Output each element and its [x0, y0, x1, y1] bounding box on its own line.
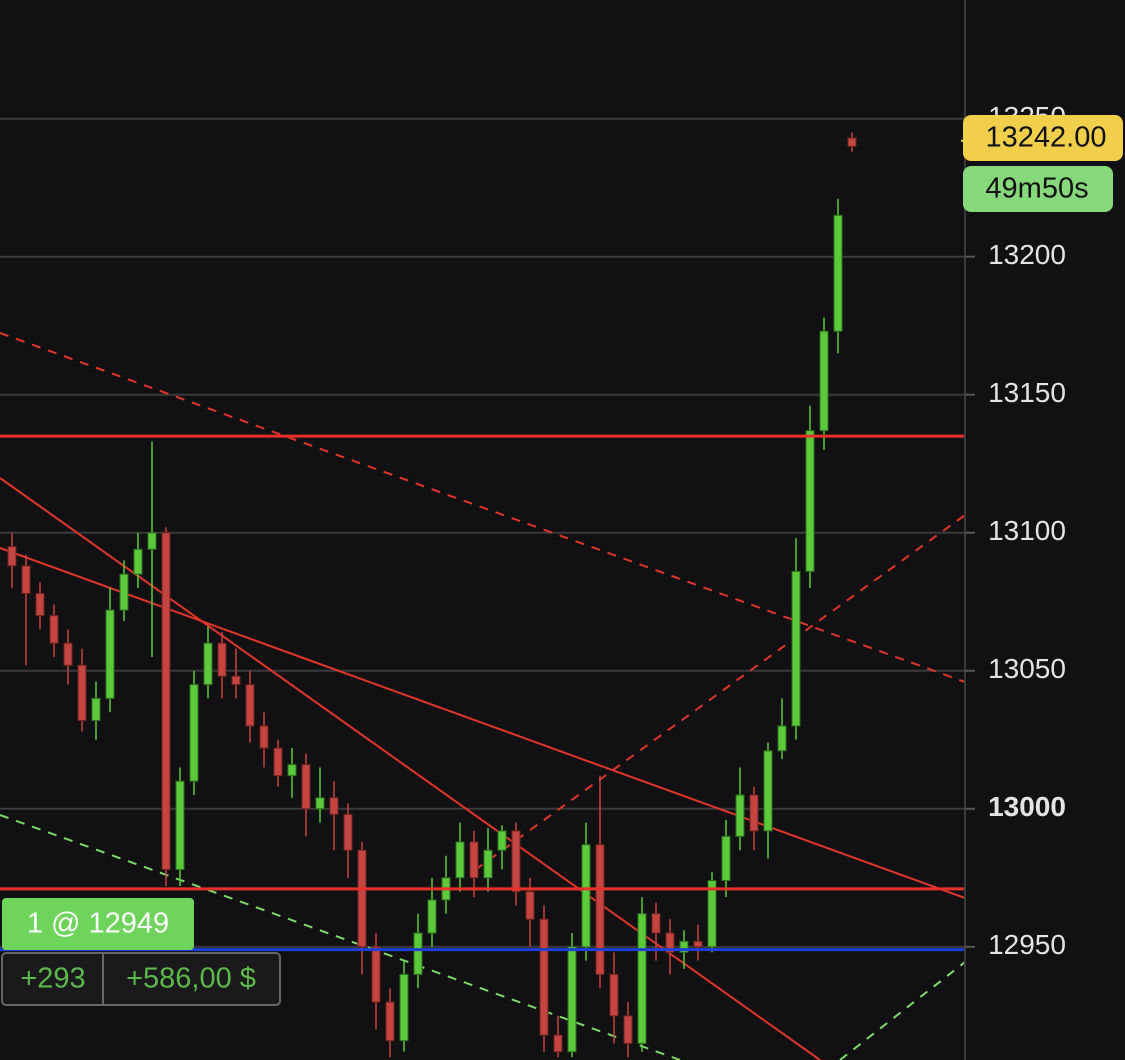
- y-tick-label: 13050: [988, 653, 1066, 684]
- candle-body: [273, 747, 283, 777]
- candle-body: [553, 1034, 563, 1053]
- candle-body: [833, 214, 843, 332]
- candle-body: [623, 1015, 633, 1044]
- position-points: +293: [20, 963, 85, 995]
- trendline: [0, 547, 966, 899]
- price-tags: 13242.00 49m50s: [961, 115, 1123, 212]
- candle-body: [245, 684, 255, 727]
- candle-body: [63, 642, 73, 666]
- candle-body: [133, 548, 143, 575]
- candle-body: [497, 830, 507, 851]
- candle-body: [161, 532, 171, 871]
- candle-body: [301, 764, 311, 810]
- candle-body: [749, 794, 759, 832]
- candle-body: [413, 932, 423, 975]
- candle-body: [21, 565, 31, 594]
- candle-body: [147, 532, 157, 550]
- y-tick-label: 13000: [988, 791, 1066, 822]
- candle-body: [735, 794, 745, 837]
- candle-body: [693, 940, 703, 948]
- candle-body: [315, 797, 325, 810]
- candle-body: [511, 830, 521, 893]
- position-pnl: +586,00 $: [126, 963, 256, 995]
- candle-body: [427, 899, 437, 934]
- candle-body: [637, 913, 647, 1044]
- last-price-label: 13242.00: [986, 122, 1107, 154]
- candle-body: [721, 835, 731, 882]
- candle-body: [357, 849, 367, 948]
- candle-body: [609, 973, 619, 1017]
- candle-body: [469, 841, 479, 879]
- position-panel: 1 @ 12949 +293 +586,00 $: [1, 898, 281, 1006]
- candle-body: [203, 642, 213, 686]
- y-tick-label: 13150: [988, 377, 1066, 408]
- candle-body: [651, 913, 661, 934]
- y-axis: 12950130001305013100131501320013250: [965, 101, 1066, 960]
- candle-body: [343, 813, 353, 851]
- candle-body: [581, 844, 591, 948]
- candle-body: [7, 546, 17, 567]
- last-price-tag: [963, 115, 1123, 161]
- candle-body: [35, 592, 45, 617]
- candle-body: [119, 573, 129, 611]
- candle-body: [595, 844, 605, 975]
- candle-body: [217, 642, 227, 677]
- candle-body: [175, 780, 185, 871]
- candle-body: [399, 973, 409, 1042]
- candle-body: [259, 725, 269, 749]
- trendline: [0, 332, 966, 683]
- candle-body: [455, 841, 465, 879]
- candle-body: [665, 932, 675, 953]
- candle-body: [763, 750, 773, 832]
- candle-body: [483, 849, 493, 879]
- candle-body: [567, 946, 577, 1053]
- pnl-box: [1, 952, 281, 1006]
- candles: [7, 132, 857, 1058]
- candle-body: [371, 946, 381, 1003]
- candle-body: [847, 137, 857, 147]
- candle-body: [189, 684, 199, 782]
- candle-body: [791, 570, 801, 727]
- candle-body: [805, 430, 815, 572]
- trendline: [0, 814, 681, 1060]
- candle-body: [525, 891, 535, 920]
- y-tick-label: 13200: [988, 239, 1066, 270]
- candle-body: [777, 725, 787, 752]
- position-label: 1 @ 12949: [27, 908, 169, 940]
- candle-body: [707, 880, 717, 948]
- y-tick-label: 12950: [988, 929, 1066, 960]
- timer-tag: [963, 166, 1113, 212]
- candle-body: [105, 609, 115, 699]
- timer: 49m50s: [985, 173, 1088, 205]
- candle-body: [231, 675, 241, 686]
- candle-body: [679, 940, 689, 953]
- candle-body: [77, 664, 87, 721]
- candle-body: [385, 1001, 395, 1042]
- position-tag[interactable]: [2, 898, 194, 950]
- y-tick-label: 13100: [988, 515, 1066, 546]
- candle-body: [539, 918, 549, 1036]
- candle-body: [329, 797, 339, 815]
- candle-body: [91, 697, 101, 721]
- candle-body: [819, 330, 829, 432]
- candle-body: [49, 615, 59, 644]
- candle-body: [287, 764, 297, 777]
- last-price-marker: [961, 139, 965, 142]
